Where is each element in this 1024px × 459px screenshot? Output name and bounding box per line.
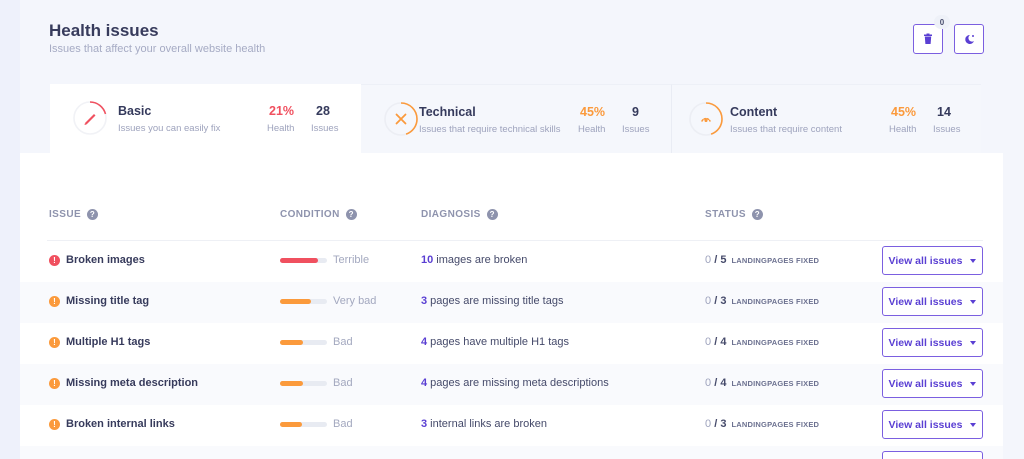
table-row: ! Missing meta description Bad 4 pages a… <box>20 364 1003 405</box>
gauge-icon <box>701 117 711 123</box>
caret-down-icon <box>970 381 977 386</box>
card-title: Basic <box>118 104 152 118</box>
caret-down-icon <box>970 258 977 263</box>
condition-label: Bad <box>333 336 353 348</box>
view-all-issues-button[interactable]: View all issues <box>882 287 983 316</box>
help-icon[interactable]: ? <box>87 209 99 220</box>
diagnosis: 10 images are broken <box>421 254 528 266</box>
diagnosis: 4 pages have multiple H1 tags <box>421 336 569 348</box>
warning-icon: ! <box>49 337 60 348</box>
caret-down-icon <box>970 340 977 345</box>
condition-label: Very bad <box>333 295 377 307</box>
condition-bar <box>280 381 327 386</box>
health-label: Health <box>889 124 917 135</box>
tools-icon <box>395 113 407 125</box>
theme-toggle-button[interactable] <box>954 24 984 54</box>
column-header-status: STATUS ? <box>705 209 763 220</box>
header-divider <box>47 240 983 241</box>
issues-value: 14 <box>937 105 951 119</box>
status: 0 / 3 LANDINGPAGES FIXED <box>705 418 820 430</box>
health-value: 45% <box>891 105 917 119</box>
caret-down-icon <box>970 299 977 304</box>
page-subtitle: Issues that affect your overall website … <box>49 43 266 55</box>
condition-bar <box>280 422 327 427</box>
trash-button[interactable]: 0 <box>913 15 950 54</box>
view-all-issues-button[interactable]: View all issues <box>882 246 983 275</box>
issue-name: Missing meta description <box>66 377 199 389</box>
technical-progress-ring <box>384 102 418 136</box>
content-progress-ring <box>689 102 723 136</box>
issues-value: 28 <box>316 104 330 118</box>
issue-name: Broken internal links <box>66 418 175 430</box>
condition-bar <box>280 299 327 304</box>
health-value: 45% <box>580 105 606 119</box>
card-title: Technical <box>419 105 476 119</box>
status: 0 / 5 LANDINGPAGES FIXED <box>705 254 820 266</box>
issue-name: Missing title tag <box>66 295 150 307</box>
health-label: Health <box>267 123 295 134</box>
condition-label: Bad <box>333 377 353 389</box>
table-row: ! Broken internal links Bad 3 internal l… <box>20 405 1003 446</box>
view-all-issues-button[interactable] <box>882 451 983 459</box>
view-all-issues-button[interactable]: View all issues <box>882 410 983 439</box>
status: 0 / 3 LANDINGPAGES FIXED <box>705 295 820 307</box>
table-row: ! Multiple H1 tags Bad 4 pages have mult… <box>20 323 1003 364</box>
category-cards: Basic Issues you can easily fix 21% Heal… <box>50 84 981 153</box>
help-icon[interactable]: ? <box>751 209 763 220</box>
help-icon[interactable]: ? <box>486 209 498 220</box>
table-row-partial <box>20 446 1003 459</box>
condition-bar <box>280 258 327 263</box>
card-basic[interactable]: Basic Issues you can easily fix 21% Heal… <box>50 84 361 153</box>
diagnosis: 3 internal links are broken <box>421 418 547 430</box>
moon-icon <box>964 34 974 44</box>
column-header-issue: ISSUE ? <box>49 209 99 220</box>
pencil-icon <box>84 114 96 125</box>
card-desc: Issues you can easily fix <box>118 123 221 134</box>
caret-down-icon <box>970 422 977 427</box>
issues-label: Issues <box>622 124 650 135</box>
issues-label: Issues <box>933 124 961 135</box>
issues-value: 9 <box>632 105 639 119</box>
warning-icon: ! <box>49 296 60 307</box>
issue-name: Multiple H1 tags <box>66 336 151 348</box>
table-row: ! Missing title tag Very bad 3 pages are… <box>20 282 1003 323</box>
trash-count-badge: 0 <box>934 15 950 29</box>
view-all-issues-button[interactable]: View all issues <box>882 369 983 398</box>
issues-label: Issues <box>311 123 339 134</box>
condition-bar <box>280 340 327 345</box>
health-value: 21% <box>269 104 295 118</box>
column-header-condition: CONDITION ? <box>280 209 357 220</box>
status: 0 / 4 LANDINGPAGES FIXED <box>705 336 820 348</box>
condition-label: Terrible <box>333 254 370 266</box>
issue-name: Broken images <box>66 254 145 266</box>
trash-icon <box>924 33 932 44</box>
view-all-issues-button[interactable]: View all issues <box>882 328 983 357</box>
card-title: Content <box>730 105 778 119</box>
basic-progress-ring <box>73 101 107 135</box>
card-desc: Issues that require technical skills <box>419 124 561 135</box>
warning-icon: ! <box>49 378 60 389</box>
diagnosis: 4 pages are missing meta descriptions <box>421 377 609 389</box>
issues-table: ISSUE ? CONDITION ? DIAGNOSIS ? STATUS ?… <box>20 153 1003 459</box>
warning-icon: ! <box>49 419 60 430</box>
card-technical[interactable]: Technical Issues that require technical … <box>361 84 671 153</box>
error-icon: ! <box>49 255 60 266</box>
condition-label: Bad <box>333 418 353 430</box>
status: 0 / 4 LANDINGPAGES FIXED <box>705 377 820 389</box>
card-content[interactable]: Content Issues that require content 45% … <box>671 84 981 153</box>
help-icon[interactable]: ? <box>345 209 357 220</box>
card-desc: Issues that require content <box>730 124 842 135</box>
table-row: ! Broken images Terrible 10 images are b… <box>20 241 1003 282</box>
diagnosis: 3 pages are missing title tags <box>421 295 564 307</box>
column-header-diagnosis: DIAGNOSIS ? <box>421 209 498 220</box>
health-label: Health <box>578 124 606 135</box>
page-title: Health issues <box>49 21 159 40</box>
